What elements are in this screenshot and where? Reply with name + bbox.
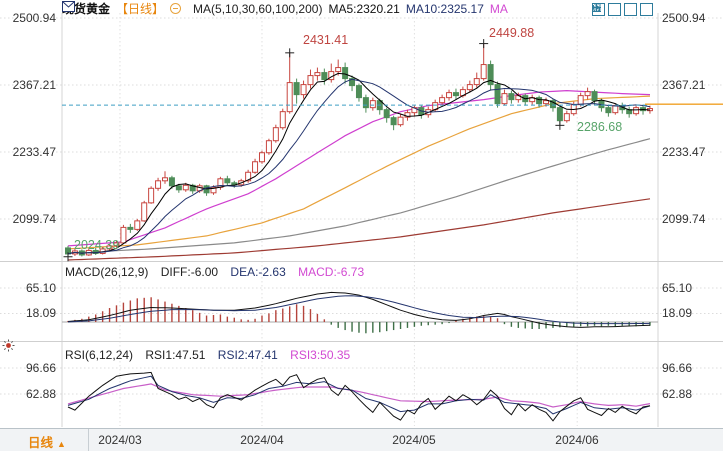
macd-layer bbox=[67, 291, 651, 334]
ma10-value-label: MA10:2325.17 bbox=[405, 1, 484, 16]
rsi-axis-label: 96.66 bbox=[662, 361, 693, 375]
month-tick-label: 2024/03 bbox=[98, 433, 142, 447]
price-axis-label: 2233.47 bbox=[12, 145, 56, 159]
macd-pane-header: MACD(26,12,9) DIFF:-6.00 DEA:-2.63 MACD:… bbox=[65, 265, 373, 279]
price-axis-label: 2099.74 bbox=[12, 212, 56, 226]
rsi-axis-label: 62.88 bbox=[662, 387, 693, 401]
macd-title: MACD(26,12,9) bbox=[65, 265, 149, 279]
jump-latest-icon[interactable] bbox=[592, 3, 653, 16]
macd-axis-label: 18.09 bbox=[662, 306, 693, 320]
macd-dea-value: DEA:-2.63 bbox=[230, 265, 286, 279]
macd-diff-value: DIFF:-6.00 bbox=[160, 265, 219, 279]
rsi1-value: RSI1:47.51 bbox=[145, 348, 206, 362]
collapse-icon[interactable] bbox=[170, 3, 182, 14]
price-axis-label: 2233.47 bbox=[662, 145, 706, 159]
rsi-pane-header: RSI(6,12,24) RSI1:47.51 RSI2:47.41 RSI3:… bbox=[65, 348, 359, 362]
chart-toolbar bbox=[592, 3, 653, 16]
price-axis-label: 2367.21 bbox=[12, 78, 56, 92]
ma-short-lines bbox=[67, 72, 651, 255]
time-axis-bar: 日线 ▲ 2024/03 2024/04 2024/05 2024/06 bbox=[0, 428, 723, 451]
play-forward-icon[interactable] bbox=[592, 3, 637, 16]
macd-axis-label: 65.10 bbox=[25, 281, 56, 295]
footer-divider bbox=[88, 429, 89, 451]
gridlines bbox=[0, 13, 723, 427]
price-axis-label: 2099.74 bbox=[662, 212, 706, 226]
period-tag-label: 【日线】 bbox=[116, 2, 165, 16]
chevron-up-icon: ▲ bbox=[57, 439, 66, 449]
rsi3-value: RSI3:50.35 bbox=[290, 348, 351, 362]
scale-chart-icon[interactable] bbox=[592, 3, 621, 16]
macd-axis-label: 18.09 bbox=[25, 306, 56, 320]
month-tick-label: 2024/04 bbox=[240, 433, 284, 447]
month-tick-label: 2024/06 bbox=[555, 433, 599, 447]
ma5-value-label: MA5:2320.21 bbox=[328, 1, 400, 16]
rsi-axis-label: 62.88 bbox=[25, 387, 56, 401]
chart-header: 现货黄金 【日线】 MA(5,10,30,60,100,200) MA5:232… bbox=[62, 1, 508, 16]
macd-axis-label: 65.10 bbox=[662, 281, 693, 295]
period-selector-label: 日线 bbox=[28, 436, 54, 450]
rsi-title: RSI(6,12,24) bbox=[65, 348, 134, 362]
rsi-layer bbox=[67, 371, 651, 422]
price-axis-label: 2367.21 bbox=[662, 78, 706, 92]
candles-layer bbox=[65, 43, 653, 257]
extreme-markers bbox=[63, 39, 565, 262]
price-chart-canvas[interactable] bbox=[0, 0, 723, 427]
month-tick-label: 2024/05 bbox=[392, 433, 436, 447]
price-axis-label: 2500.94 bbox=[662, 11, 706, 25]
rsi-axis-label: 96.66 bbox=[25, 361, 56, 375]
ma-settings-label: MA(5,10,30,60,100,200) bbox=[193, 1, 323, 16]
macd-value: MACD:-6.73 bbox=[298, 265, 365, 279]
price-axis-label: 2500.94 bbox=[12, 11, 56, 25]
period-selector[interactable]: 日线 ▲ bbox=[28, 432, 66, 451]
ma-more-label: MA bbox=[489, 1, 508, 16]
rsi2-value: RSI2:47.41 bbox=[217, 348, 278, 362]
